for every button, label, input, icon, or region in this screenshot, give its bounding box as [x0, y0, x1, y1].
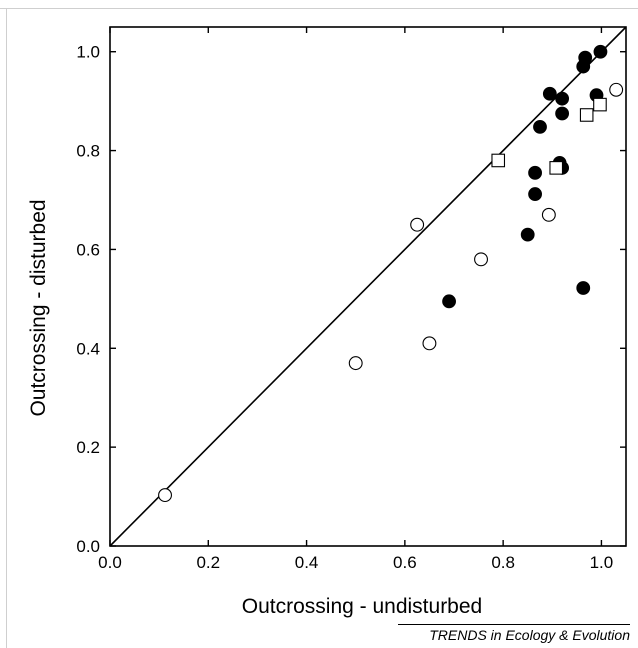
- y-tick-label: 0.8: [76, 142, 100, 161]
- y-tick-label: 0.0: [76, 537, 100, 556]
- y-tick-label: 0.4: [76, 339, 100, 358]
- credit-text: TRENDS in Ecology & Evolution: [429, 627, 630, 643]
- data-point-filled-circle: [542, 86, 557, 101]
- data-point-filled-circle: [593, 44, 608, 59]
- x-tick-label: 0.6: [393, 553, 417, 572]
- data-point-open-circle: [410, 217, 425, 232]
- data-point-open-square: [491, 153, 506, 168]
- data-point-filled-circle: [555, 106, 570, 121]
- data-point-filled-circle: [528, 165, 542, 180]
- data-point-open-square: [549, 161, 564, 175]
- data-point-open-circle: [609, 82, 624, 97]
- data-point-filled-circle: [576, 281, 591, 295]
- data-point-open-circle: [422, 336, 437, 351]
- data-point-open-square: [593, 97, 607, 112]
- x-tick-label: 0.0: [98, 553, 122, 572]
- data-point-filled-circle: [442, 294, 456, 309]
- data-point-open-circle: [348, 356, 363, 371]
- data-point-open-circle: [541, 207, 556, 222]
- x-tick-label: 0.8: [491, 553, 515, 572]
- x-axis-title: Outcrossing - undisturbed: [242, 595, 482, 618]
- data-point-filled-circle: [533, 119, 547, 134]
- data-point-filled-circle: [578, 50, 593, 65]
- x-tick-label: 0.2: [196, 553, 220, 572]
- x-tick-label: 0.4: [295, 553, 319, 572]
- reference-line-1to1: [109, 26, 627, 547]
- y-axis-title: Outcrossing - disturbed: [27, 199, 50, 416]
- data-point-open-circle: [158, 488, 172, 503]
- y-tick-label: 0.6: [76, 240, 100, 259]
- data-point-filled-circle: [555, 91, 570, 106]
- y-tick-label: 1.0: [76, 43, 100, 62]
- axes-box: [109, 26, 627, 547]
- x-tick-label: 1.0: [590, 553, 614, 572]
- data-point-filled-circle: [520, 227, 535, 242]
- y-tick-label: 0.2: [76, 438, 100, 457]
- data-point-filled-circle: [528, 187, 542, 201]
- data-point-open-circle: [474, 252, 488, 267]
- plot-area: 0.0 0.2 0.4 0.6 0.8 1.0 0.0 0.2 0.4 0.6 0.8 1.0: [76, 26, 627, 572]
- data-point-open-square: [579, 108, 594, 122]
